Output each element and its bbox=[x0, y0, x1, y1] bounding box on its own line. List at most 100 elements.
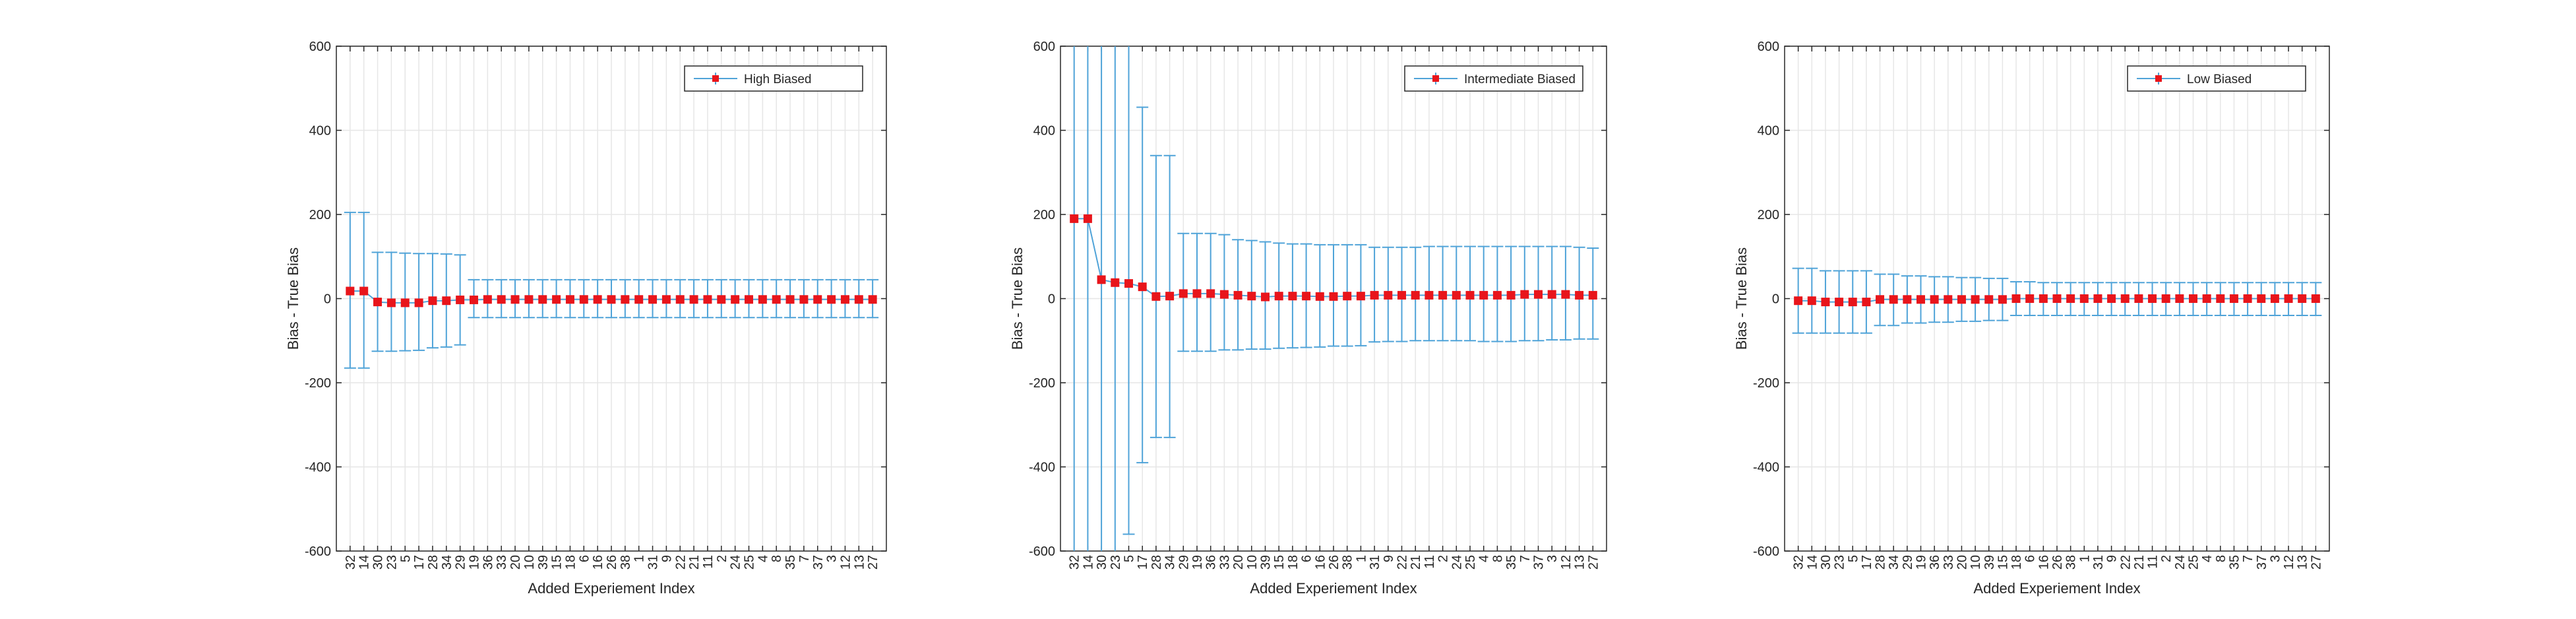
data-point bbox=[1492, 290, 1502, 300]
data-point bbox=[1138, 282, 1147, 292]
data-point bbox=[524, 295, 534, 304]
data-point bbox=[1233, 290, 1242, 300]
x-tick-label: 21 bbox=[2132, 555, 2147, 570]
data-point bbox=[456, 295, 465, 304]
data-point bbox=[827, 295, 836, 304]
x-tick-label: 7 bbox=[1518, 555, 1533, 562]
data-point bbox=[2257, 294, 2266, 303]
x-tick-label: 19 bbox=[1915, 555, 1929, 570]
x-tick-label: 12 bbox=[838, 555, 853, 570]
x-tick-label: 15 bbox=[550, 555, 565, 570]
x-tick-label: 3 bbox=[825, 555, 840, 562]
x-tick-label: 1 bbox=[2077, 555, 2092, 562]
series bbox=[1070, 46, 1599, 551]
x-tick-label: 9 bbox=[2105, 555, 2120, 562]
data-point bbox=[470, 295, 478, 304]
data-point bbox=[1971, 295, 1980, 304]
data-point bbox=[2229, 294, 2238, 303]
data-point bbox=[1848, 298, 1857, 307]
legend-label: High Biased bbox=[744, 73, 811, 86]
x-tick-label: 22 bbox=[2118, 555, 2133, 570]
data-point bbox=[386, 298, 396, 308]
data-point bbox=[1179, 289, 1188, 298]
data-point bbox=[1397, 290, 1406, 300]
data-point bbox=[2161, 294, 2170, 303]
data-point bbox=[745, 295, 753, 304]
legend: Low Biased bbox=[2127, 65, 2306, 92]
x-tick-label: 38 bbox=[2064, 555, 2079, 570]
x-tick-label: 6 bbox=[1300, 555, 1314, 562]
data-point bbox=[2134, 294, 2143, 303]
x-tick-label: 19 bbox=[1190, 555, 1205, 570]
x-tick-label: 2 bbox=[1436, 555, 1451, 562]
x-tick-label: 21 bbox=[1409, 555, 1423, 570]
x-tick-label: 28 bbox=[426, 555, 441, 570]
y-axis-label: Bias - True Bias bbox=[1733, 247, 1750, 350]
x-tick-label: 14 bbox=[357, 555, 372, 570]
x-tick-label: 36 bbox=[481, 555, 495, 570]
data-point bbox=[1315, 292, 1324, 301]
x-tick-label: 25 bbox=[2187, 555, 2201, 570]
data-point bbox=[593, 295, 602, 304]
data-point bbox=[2011, 294, 2021, 303]
y-tick-label: 200 bbox=[1758, 208, 1779, 222]
data-point bbox=[1425, 290, 1434, 300]
x-tick-label: 18 bbox=[563, 555, 578, 570]
x-tick-label: 8 bbox=[2214, 555, 2228, 562]
data-point bbox=[2052, 294, 2062, 303]
x-tick-label: 34 bbox=[1163, 555, 1178, 570]
data-point bbox=[2039, 294, 2048, 303]
data-point bbox=[565, 295, 574, 304]
x-tick-label: 11 bbox=[1423, 555, 1437, 569]
data-point bbox=[1097, 275, 1106, 284]
data-point bbox=[689, 295, 698, 304]
x-tick-label: 39 bbox=[1982, 555, 1997, 570]
data-point bbox=[2243, 294, 2252, 303]
x-tick-label: 22 bbox=[673, 555, 688, 570]
chart-panel-2: -600-400-2000200400600321430235172834291… bbox=[1009, 40, 1607, 597]
data-point bbox=[1165, 292, 1175, 301]
y-tick-label: 0 bbox=[324, 292, 331, 307]
x-tick-label: 13 bbox=[852, 555, 867, 570]
data-point bbox=[2284, 294, 2293, 303]
x-tick-label: 8 bbox=[1490, 555, 1505, 562]
data-point bbox=[854, 295, 863, 304]
y-tick-label: -600 bbox=[305, 544, 331, 559]
x-tick-label: 35 bbox=[783, 555, 798, 570]
x-tick-label: 18 bbox=[2009, 555, 2024, 570]
x-tick-label: 10 bbox=[1245, 555, 1260, 570]
x-tick-label: 3 bbox=[1545, 555, 1560, 562]
data-point bbox=[1288, 292, 1297, 301]
x-tick-label: 3 bbox=[2268, 555, 2283, 562]
x-tick-label: 9 bbox=[659, 555, 674, 562]
data-point bbox=[1876, 295, 1885, 304]
x-tick-label: 17 bbox=[1860, 555, 1874, 570]
data-point bbox=[2107, 294, 2116, 303]
series bbox=[1792, 267, 2322, 334]
x-tick-label: 30 bbox=[1819, 555, 1833, 570]
data-point bbox=[1575, 290, 1584, 300]
y-tick-label: -400 bbox=[1029, 461, 1055, 475]
y-tick-label: -200 bbox=[305, 376, 331, 391]
data-point bbox=[1124, 279, 1133, 288]
data-point bbox=[1151, 292, 1161, 301]
x-tick-label: 30 bbox=[1095, 555, 1109, 570]
x-tick-label: 16 bbox=[2037, 555, 2051, 570]
data-point bbox=[1998, 295, 2007, 304]
x-tick-label: 17 bbox=[1136, 555, 1150, 570]
x-tick-label: 25 bbox=[743, 555, 757, 570]
data-point bbox=[1807, 296, 1816, 306]
y-tick-label: 600 bbox=[1033, 40, 1055, 54]
legend-label: Intermediate Biased bbox=[1464, 73, 1576, 86]
data-point bbox=[1247, 292, 1256, 301]
x-tick-label: 10 bbox=[522, 555, 537, 570]
data-point bbox=[772, 295, 781, 304]
x-tick-label: 16 bbox=[1313, 555, 1328, 570]
data-point bbox=[2120, 294, 2130, 303]
y-tick-label: -400 bbox=[305, 461, 331, 475]
x-tick-label: 2 bbox=[715, 555, 729, 562]
y-tick-label: -200 bbox=[1029, 376, 1055, 391]
y-tick-label: -400 bbox=[1753, 461, 1779, 475]
x-tick-label: 10 bbox=[1969, 555, 1983, 570]
